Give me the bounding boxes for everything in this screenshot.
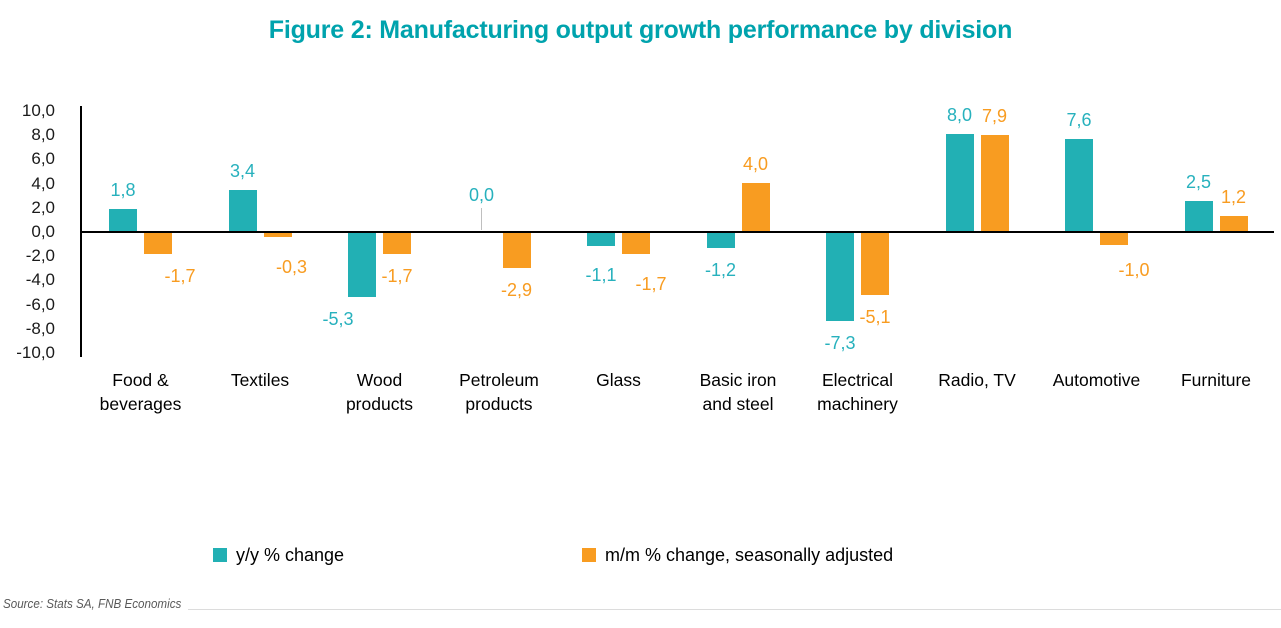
legend-label-mm: m/m % change, seasonally adjusted [605,544,894,565]
bar-mm-2 [383,233,411,254]
category-label-9: Furniture [1180,370,1252,390]
bar-yy-7 [945,134,974,231]
bar-mm-8 [1100,233,1128,246]
value-label-mm-0: -1,7 [164,265,196,286]
category-label-1: Textiles [230,370,290,390]
category-label-7: Radio, TV [938,370,1016,390]
legend-item-mm: m/m % change, seasonally adjusted [582,543,893,567]
source-note: Source: Stats SA, FNB Economics [3,597,182,611]
bar-yy-0 [109,209,137,231]
category-label-2: Wood products [345,370,414,414]
category-label-4: Glass [596,370,641,390]
value-label-yy-1: 3,4 [229,160,256,181]
bar-mm-3 [502,233,531,269]
bar-yy-2 [348,233,376,298]
value-label-mm-5: 4,0 [742,153,769,174]
value-label-yy-6: -7,3 [824,333,856,354]
bar-mm-9 [1219,216,1248,231]
value-label-yy-5: -1,2 [704,259,737,280]
y-tick-label: 6,0 [31,149,55,169]
bottom-divider [188,609,1281,610]
bar-yy-1 [228,189,257,231]
y-tick-label: -4,0 [25,270,55,290]
y-tick-label: 0,0 [31,222,55,241]
bar-mm-4 [622,233,650,254]
bar-yy-6 [826,233,854,322]
zero-baseline [80,231,1274,233]
value-label-yy-0: 1,8 [110,180,136,201]
bar-yy-4 [587,233,615,247]
value-label-yy-9: 2,5 [1185,171,1212,192]
bar-mm-5 [741,182,770,231]
value-label-yy-3: 0,0 [468,185,495,205]
category-label-0: Food & beverages [99,370,182,414]
value-label-mm-1: -0,3 [275,256,308,277]
bar-yy-9 [1184,200,1213,231]
value-label-yy-7: 8,0 [946,105,973,126]
y-tick-label: -8,0 [25,318,55,338]
chart-title: Figure 2: Manufacturing output growth pe… [268,16,1013,44]
value-label-mm-6: -5,1 [859,306,891,327]
value-label-yy-2: -5,3 [322,309,354,330]
value-label-mm-8: -1,0 [1118,260,1150,281]
value-label-mm-7: 7,9 [981,106,1008,127]
y-tick-label: 10,0 [21,101,55,120]
value-label-mm-4: -1,7 [635,273,667,294]
bar-yy-8 [1065,139,1093,231]
legend-label-yy: y/y % change [236,544,345,565]
legend-swatch-teal [213,548,227,562]
y-tick-label: 4,0 [31,173,55,193]
value-label-mm-2: -1,7 [381,265,413,286]
category-label-8: Automotive [1052,370,1141,390]
value-label-mm-3: -2,9 [500,280,533,301]
category-label-5: Basic iron and steel [699,370,777,414]
bar-mm-6 [861,233,889,295]
category-label-3: Petroleum products [459,370,539,414]
category-label-6: Electrical machinery [817,370,898,414]
zero-value-leader-line [481,208,482,230]
value-label-mm-9: 1,2 [1220,187,1247,208]
legend-item-yy: y/y % change [213,543,344,567]
y-tick-label: -10,0 [16,343,55,362]
legend-swatch-orange [582,548,596,562]
y-tick-label: 8,0 [31,125,55,145]
y-tick-label: -2,0 [25,246,55,266]
bar-mm-7 [980,135,1009,231]
value-label-yy-4: -1,1 [585,265,617,286]
bar-yy-5 [706,233,735,248]
y-tick-label: 2,0 [31,197,55,217]
value-label-yy-8: 7,6 [1066,110,1092,131]
bar-mm-0 [144,233,172,254]
y-tick-label: -6,0 [25,294,55,314]
bar-mm-1 [263,233,292,237]
